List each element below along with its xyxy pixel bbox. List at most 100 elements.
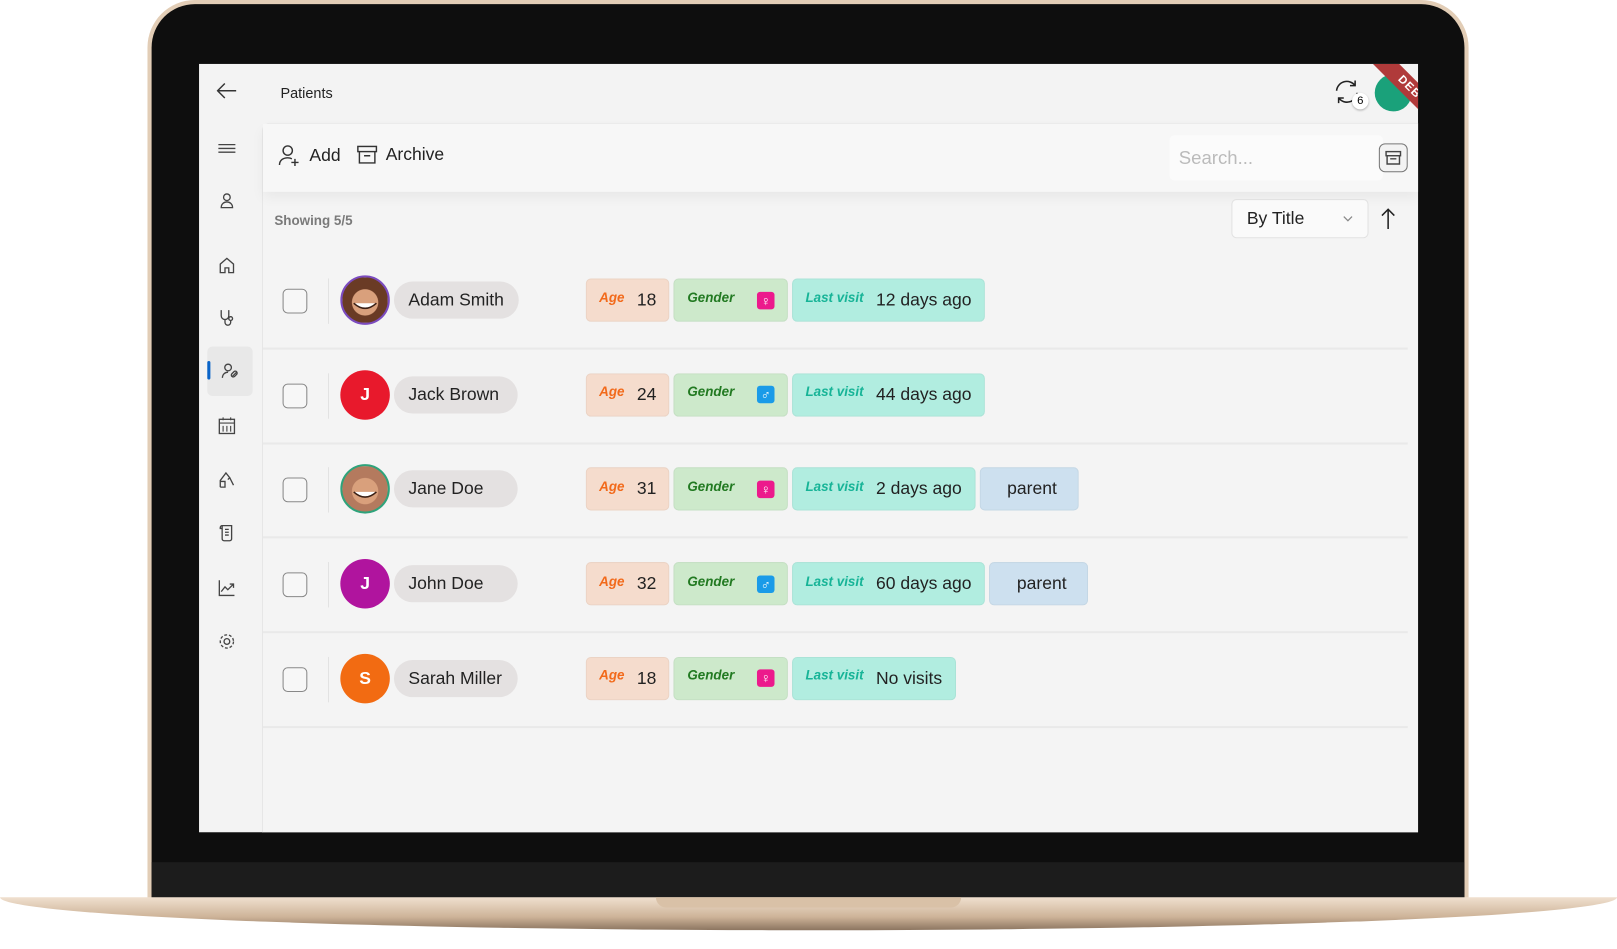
menu-icon [218,143,236,153]
row-checkbox[interactable] [282,477,308,503]
avatar [340,275,390,325]
patient-chips: Age 18 Gender ♀ Last visit 12 days ago [585,278,985,322]
last-visit-chip: Last visit No visits [792,656,956,701]
gender-chip: Gender ♀ [673,467,788,511]
laptop-notch [655,897,962,908]
sidebar-item-home[interactable] [211,250,242,281]
last-visit-label: Last visit [805,572,864,589]
age-label: Age [599,383,625,400]
avatar: J [340,369,390,420]
add-label: Add [309,145,341,166]
chart-icon [218,580,235,597]
patients-panel: Add Archive Showing 5/5 By Title Adam Sm… [261,122,1419,833]
back-button[interactable] [211,75,242,106]
age-chip: Age 32 [585,562,670,606]
table-row[interactable]: Jane Doe Age 31 Gender ♀ Last visit 2 days ago… [262,443,1408,539]
last-visit-value: 12 days ago [875,289,972,310]
sidebar-item-prescriptions[interactable] [211,518,242,549]
arrow-up-icon [1381,208,1395,229]
person-icon [220,193,234,209]
gender-chip: Gender ♂ [673,373,788,417]
last-visit-label: Last visit [805,289,864,305]
sidebar-item-settings[interactable] [211,626,242,657]
age-label: Age [599,289,625,305]
age-label: Age [599,572,625,589]
patient-chips: Age 24 Gender ♂ Last visit 44 days ago [585,373,985,417]
sidebar-item-labwork[interactable] [211,464,242,495]
patient-name[interactable]: Sarah Miller [393,659,518,697]
home-icon [219,257,235,274]
divider [327,656,329,703]
last-visit-label: Last visit [805,478,864,494]
age-chip: Age 31 [585,467,670,511]
sort-direction-button[interactable] [1381,207,1395,230]
age-label: Age [599,667,625,684]
scroll-icon [219,524,233,542]
sidebar-item-statistics[interactable] [211,572,242,603]
age-value: 31 [636,478,657,499]
row-checkbox[interactable] [282,383,308,409]
sidebar-item-patients[interactable] [207,346,253,397]
female-icon: ♀ [756,669,775,688]
add-button[interactable]: Add [278,144,341,167]
divider [327,467,329,513]
gender-label: Gender [687,667,735,684]
archive-icon [1385,150,1402,165]
age-value: 18 [636,668,657,688]
patient-name[interactable]: Adam Smith [393,281,519,319]
table-row[interactable]: Adam Smith Age 18 Gender ♀ Last visit 12 days … [262,254,1408,350]
gender-label: Gender [687,572,735,589]
table-row[interactable]: S Sarah Miller Age 18 Gender ♀ Last visit No vi… [262,632,1408,728]
sort-dropdown[interactable]: By Title [1231,199,1369,239]
avatar [340,464,390,514]
divider [327,278,329,324]
row-checkbox[interactable] [282,288,308,314]
stethoscope-icon [220,310,234,326]
age-chip: Age 18 [585,656,670,701]
lab-icon [219,471,235,488]
sidebar-item-calendar[interactable] [211,410,242,441]
last-visit-value: 60 days ago [875,573,972,594]
sort-value: By Title [1246,208,1305,228]
row-checkbox[interactable] [282,572,308,598]
row-checkbox[interactable] [282,667,308,692]
page-title: Patients [280,84,333,102]
app-window: Patients 6 DEBUG Add Archive [199,63,1419,833]
female-icon: ♀ [756,291,775,309]
avatar: S [340,653,390,704]
table-row[interactable]: J John Doe Age 32 Gender ♂ Last visit 60 days a… [262,537,1408,634]
male-icon: ♂ [756,385,775,404]
sync-button[interactable]: 6 [1333,78,1369,110]
sidebar-item-doctors[interactable] [211,302,242,333]
age-value: 32 [636,573,657,594]
patient-chips: Age 32 Gender ♂ Last visit 60 days ago parent [585,562,1089,606]
laptop-chin [151,862,1465,904]
patient-name[interactable]: John Doe [393,565,518,603]
tag-chip: parent [989,562,1089,606]
age-chip: Age 18 [585,278,670,322]
table-row[interactable]: J Jack Brown Age 24 Gender ♂ Last visit 44 days… [262,348,1408,445]
divider [327,373,329,419]
last-visit-label: Last visit [805,383,864,400]
archive-label: Archive [385,144,445,164]
tag-chip: parent [979,467,1079,511]
divider [327,562,329,608]
sidebar-item-menu[interactable] [211,132,242,163]
patient-name[interactable]: Jane Doe [393,470,518,508]
show-archived-button[interactable] [1378,143,1408,173]
search-input[interactable] [1169,135,1383,181]
active-indicator [207,360,211,380]
last-visit-chip: Last visit 2 days ago [792,467,976,511]
toolbar: Add Archive [262,123,1419,192]
female-icon: ♀ [756,480,775,499]
gender-label: Gender [687,478,735,494]
sidebar-item-profile[interactable] [211,185,242,216]
gender-chip: Gender ♂ [673,562,788,606]
sync-count-badge: 6 [1352,92,1369,110]
age-chip: Age 24 [585,373,670,417]
archive-button[interactable]: Archive [357,144,444,165]
patient-name[interactable]: Jack Brown [393,376,518,414]
age-value: 24 [636,384,657,404]
patient-chips: Age 31 Gender ♀ Last visit 2 days ago parent [585,467,1079,511]
age-label: Age [599,478,625,494]
